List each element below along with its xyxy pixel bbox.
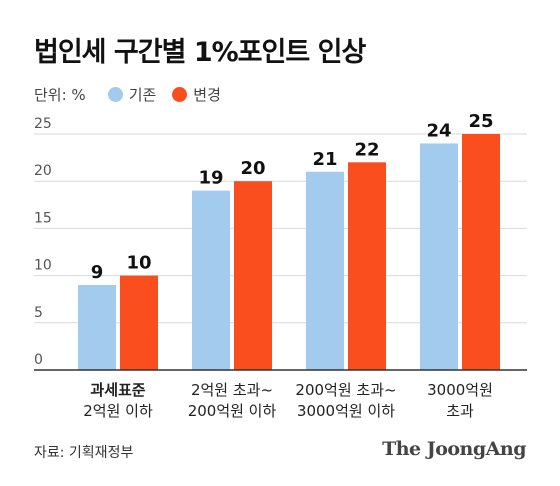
data-label: 22 (354, 139, 379, 160)
data-label: 25 (468, 111, 493, 132)
bar-before (420, 143, 458, 370)
data-label: 21 (312, 149, 337, 170)
bar-after (348, 162, 386, 370)
data-label: 20 (240, 158, 265, 179)
x-tick-label: 2억원 이하 (83, 402, 153, 420)
legend-swatch-after (172, 86, 188, 102)
y-tick-label: 0 (34, 352, 43, 368)
y-tick-label: 25 (34, 116, 52, 132)
x-tick-label: 2억원 초과~ (191, 381, 273, 399)
legend-label-after: 변경 (193, 85, 221, 104)
legend-label-before: 기존 (128, 85, 157, 104)
data-label: 24 (426, 120, 451, 141)
legend-item-before: 기존 (107, 84, 157, 105)
y-tick-label: 15 (34, 210, 52, 226)
bar-before (306, 171, 344, 370)
x-tick-label: 3000억원 (427, 381, 493, 399)
data-label: 10 (126, 253, 151, 274)
data-label: 9 (91, 262, 104, 283)
bar-after (462, 134, 500, 370)
bar-after (234, 181, 272, 370)
unit-label: 단위: % (34, 85, 86, 104)
x-tick-label: 초과 (446, 402, 474, 420)
y-tick-label: 5 (34, 305, 43, 321)
publisher-logo: The JoongAng (382, 438, 526, 460)
x-tick-label: 200억원 초과~ (295, 381, 396, 399)
bar-before (78, 285, 116, 370)
bar-before (192, 190, 230, 370)
x-tick-label: 3000억원 이하 (297, 402, 395, 420)
data-label: 19 (198, 168, 223, 189)
y-tick-label: 20 (34, 163, 52, 179)
bar-after (120, 275, 158, 370)
x-tick-label: 200억원 이하 (188, 402, 277, 420)
legend-swatch-before (107, 86, 123, 102)
legend: 단위: % 기존 변경 (34, 84, 237, 104)
chart-title: 법인세 구간별 1%포인트 인상 (34, 37, 366, 68)
legend-item-after: 변경 (172, 84, 221, 105)
source-note: 자료: 기획재정부 (34, 445, 134, 461)
x-tick-label: 과세표준 (90, 381, 145, 399)
y-tick-label: 10 (34, 258, 52, 274)
